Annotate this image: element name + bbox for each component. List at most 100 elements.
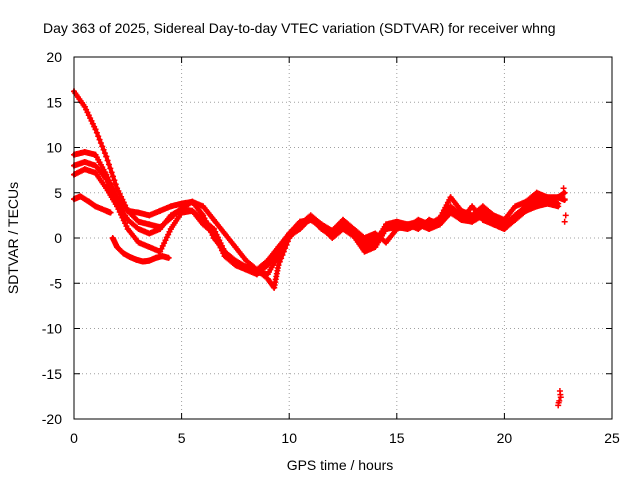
data-point xyxy=(361,248,368,255)
series-outliers xyxy=(555,185,569,409)
data-point xyxy=(81,166,88,173)
y-tick-label: 15 xyxy=(46,94,62,110)
data-point xyxy=(178,200,185,207)
data-point xyxy=(135,209,142,216)
data-point xyxy=(221,248,228,255)
series-track-5 xyxy=(71,193,114,216)
data-point xyxy=(167,212,174,219)
data-point xyxy=(561,196,568,203)
data-point xyxy=(146,221,153,228)
data-point xyxy=(271,284,278,291)
data-point xyxy=(146,257,153,264)
y-tick-label: 5 xyxy=(54,185,62,201)
interp-marker xyxy=(112,181,119,188)
interp-marker xyxy=(100,146,107,153)
data-point xyxy=(86,198,93,205)
data-point xyxy=(167,203,174,210)
interp-marker xyxy=(96,136,103,143)
data-point xyxy=(329,235,336,241)
data-point xyxy=(109,235,116,241)
interp-marker xyxy=(276,258,283,265)
data-point xyxy=(286,230,293,237)
data-point xyxy=(103,176,110,183)
data-point xyxy=(135,225,142,232)
data-point xyxy=(447,209,454,216)
data-point xyxy=(501,225,508,232)
data-point xyxy=(243,257,250,264)
data-point xyxy=(92,203,99,210)
data-point xyxy=(415,221,422,228)
data-point xyxy=(92,162,99,169)
interp-marker xyxy=(97,139,104,146)
data-point xyxy=(103,153,110,160)
data-point xyxy=(81,158,88,165)
interp-marker xyxy=(107,165,114,172)
interp-marker xyxy=(105,161,112,168)
y-tick-label: -10 xyxy=(42,321,62,337)
data-point xyxy=(555,203,562,210)
data-point xyxy=(114,244,121,251)
series-track-4 xyxy=(71,166,562,273)
data-point xyxy=(232,260,239,267)
data-point xyxy=(92,151,99,158)
data-points xyxy=(71,88,569,409)
data-point xyxy=(135,239,142,246)
data-point xyxy=(178,209,185,216)
y-tick-label: -15 xyxy=(42,366,62,382)
axis-ticks xyxy=(73,56,613,420)
data-point xyxy=(210,225,217,232)
series-track-6 xyxy=(109,235,172,265)
data-point xyxy=(165,254,172,261)
data-point xyxy=(264,257,271,264)
data-point xyxy=(243,263,250,270)
data-point xyxy=(555,194,562,201)
data-point xyxy=(555,399,562,406)
data-point xyxy=(469,218,476,225)
data-point xyxy=(512,203,519,210)
data-point xyxy=(404,225,411,232)
data-point xyxy=(458,216,465,223)
data-point xyxy=(189,198,196,205)
data-point xyxy=(544,200,551,207)
data-point xyxy=(512,216,519,223)
data-point xyxy=(81,149,88,156)
data-point xyxy=(264,271,271,278)
data-point xyxy=(533,203,540,210)
x-tick-label: 20 xyxy=(497,430,513,446)
data-point xyxy=(393,224,400,231)
data-point xyxy=(296,218,303,225)
data-point xyxy=(490,221,497,228)
data-point xyxy=(133,256,140,263)
data-point xyxy=(157,225,164,232)
data-point xyxy=(275,262,282,269)
data-point xyxy=(189,207,196,214)
data-point xyxy=(426,225,433,232)
data-point xyxy=(146,244,153,251)
data-point xyxy=(135,218,142,225)
tick-labels: 0 5 10 15 20 25 -20 -15 -10 -5 0 5 10 15 20 xyxy=(42,49,620,446)
data-point xyxy=(469,203,476,210)
y-tick-label: 20 xyxy=(46,49,62,65)
x-tick-label: 15 xyxy=(389,430,405,446)
data-point xyxy=(556,387,563,394)
data-point xyxy=(296,225,303,232)
y-tick-label: 0 xyxy=(54,230,62,246)
data-point xyxy=(561,218,568,225)
data-point xyxy=(318,224,325,231)
interp-marker xyxy=(95,133,102,140)
data-point xyxy=(561,189,568,196)
data-point xyxy=(146,230,153,237)
y-tick-label: -20 xyxy=(42,411,62,427)
x-tick-label: 25 xyxy=(604,430,620,446)
interp-marker xyxy=(108,169,115,176)
data-point xyxy=(557,394,564,401)
y-tick-label: -5 xyxy=(50,275,63,291)
data-point xyxy=(307,216,314,223)
data-point xyxy=(562,212,569,219)
data-point xyxy=(372,244,379,251)
data-point xyxy=(124,225,131,232)
interp-marker xyxy=(104,157,111,164)
data-point xyxy=(253,266,260,273)
interp-marker xyxy=(110,173,117,180)
